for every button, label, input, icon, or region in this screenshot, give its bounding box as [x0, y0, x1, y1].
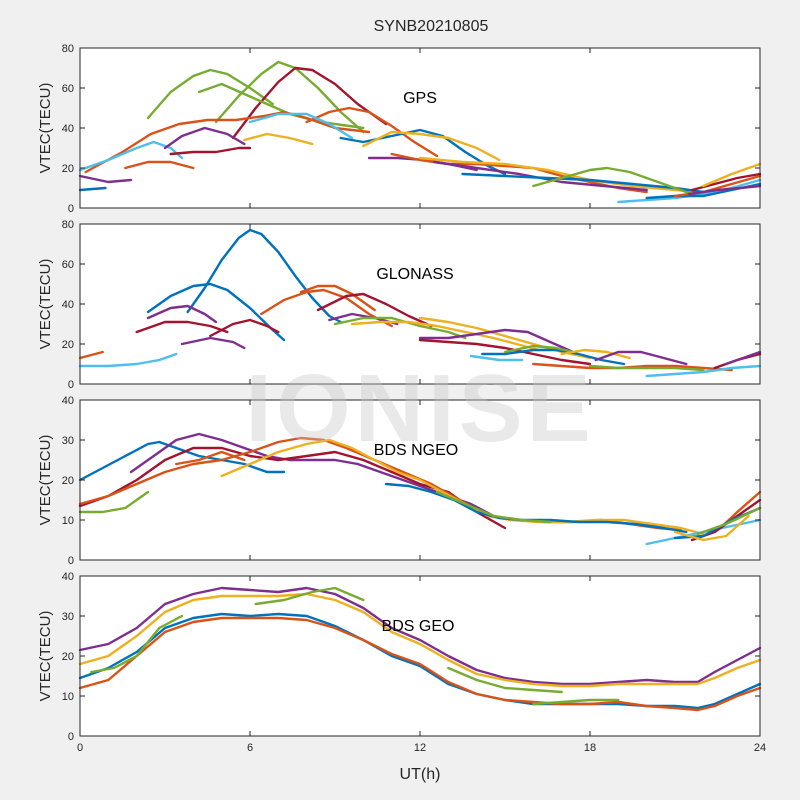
series-line-12 — [163, 126, 246, 150]
panel-4: 0 6 12 18 24 0 10 20 30 40 VTEC(TECU) BDS GEO — [37, 571, 766, 754]
y-tick-label: 40 — [62, 571, 74, 583]
y-tick-label: 40 — [62, 395, 74, 407]
y-axis-label: VTEC(TECU) — [37, 259, 54, 350]
series-line-5 — [90, 614, 184, 674]
series-line-1 — [146, 68, 274, 120]
series-line-13 — [124, 160, 195, 170]
y-tick-label: 30 — [62, 435, 74, 447]
series-line-17 — [243, 132, 314, 146]
series-line-18 — [481, 348, 626, 366]
series-line-2 — [78, 592, 762, 688]
series-line-11 — [78, 140, 184, 172]
y-tick-label: 20 — [62, 651, 74, 663]
y-tick-label: 20 — [62, 475, 74, 487]
y-axis-label: VTEC(TECU) — [37, 435, 54, 526]
series-line-7 — [135, 320, 229, 334]
panel-3: 0 10 20 30 40 VTEC(TECU) BDS NGEO — [37, 395, 762, 567]
y-tick-label: 30 — [62, 611, 74, 623]
plot-area — [80, 576, 760, 736]
series-line-20 — [503, 344, 575, 354]
series-line-28 — [688, 184, 762, 196]
y-axis-label: VTEC(TECU) — [37, 611, 54, 702]
series-line-17 — [418, 338, 592, 366]
series-line-8 — [209, 318, 280, 338]
x-axis-label: UT(h) — [400, 766, 441, 783]
series-line-9 — [180, 336, 246, 350]
series-line-25 — [702, 162, 762, 188]
series-line-3 — [231, 66, 388, 140]
figure-title: SYNB20210805 — [374, 18, 489, 35]
series-line-22 — [560, 348, 631, 360]
series-line-24 — [588, 364, 705, 372]
series-line-14 — [78, 174, 133, 184]
series-line-25 — [645, 364, 762, 378]
y-tick-label: 0 — [68, 379, 74, 391]
series-line-5 — [316, 292, 433, 328]
y-tick-label: 20 — [62, 339, 74, 351]
series-line-14 — [350, 320, 541, 352]
x-tick-label: 12 — [414, 742, 426, 754]
series-line-6 — [78, 490, 150, 514]
y-axis-label: VTEC(TECU) — [37, 83, 54, 174]
panel-2: 0 20 40 60 80 VTEC(TECU) GLONASS — [37, 219, 762, 391]
series-line-7 — [447, 666, 563, 694]
panel-annotation: BDS GEO — [382, 618, 455, 635]
series-line-4 — [78, 616, 762, 712]
series-line-6 — [305, 106, 439, 158]
series-line-4 — [299, 284, 376, 312]
series-line-22 — [532, 166, 694, 196]
series-line-6 — [146, 304, 218, 324]
plot-area — [80, 48, 760, 208]
series-line-8 — [532, 698, 620, 706]
x-tick-label: 6 — [247, 742, 253, 754]
series-line-10 — [248, 112, 354, 140]
panel-1: 0 20 40 60 80 VTEC(TECU) GPS — [37, 43, 762, 215]
panel-annotation: BDS NGEO — [374, 442, 458, 459]
series-line-5 — [84, 110, 371, 174]
y-tick-label: 0 — [68, 731, 74, 743]
series-line-11 — [78, 352, 178, 368]
series-line-4 — [197, 82, 365, 130]
series-line-16 — [418, 328, 575, 354]
y-tick-label: 20 — [62, 163, 74, 175]
series-line-3 — [78, 612, 762, 710]
x-tick-label: 0 — [77, 742, 83, 754]
series-line-6 — [254, 586, 365, 606]
series-line-8 — [362, 130, 501, 162]
panel-annotation: GLONASS — [376, 266, 453, 283]
series-line-1 — [78, 586, 762, 686]
series-line-10 — [78, 350, 104, 360]
series-line-14 — [696, 506, 762, 536]
panel-annotation: GPS — [403, 90, 437, 107]
series-line-1 — [78, 440, 286, 482]
series-line-1 — [186, 228, 342, 324]
y-tick-label: 40 — [62, 123, 74, 135]
y-tick-label: 10 — [62, 691, 74, 703]
y-tick-label: 60 — [62, 259, 74, 271]
series-line-15 — [673, 514, 750, 542]
y-tick-label: 0 — [68, 203, 74, 215]
y-tick-label: 10 — [62, 515, 74, 527]
y-tick-label: 80 — [62, 43, 74, 55]
series-line-16 — [169, 146, 252, 156]
series-line-27 — [724, 350, 762, 366]
series-line-23 — [594, 350, 688, 366]
series-line-15 — [78, 186, 107, 192]
series-line-19 — [469, 354, 524, 362]
y-tick-label: 0 — [68, 555, 74, 567]
x-tick-label: 24 — [754, 742, 766, 754]
series-line-3 — [260, 288, 393, 328]
y-tick-label: 80 — [62, 219, 74, 231]
series-line-7 — [175, 450, 246, 466]
series-line-9 — [435, 490, 552, 524]
y-tick-label: 40 — [62, 299, 74, 311]
watermark: IONISE — [245, 355, 594, 462]
y-tick-label: 60 — [62, 83, 74, 95]
x-tick-label: 18 — [584, 742, 596, 754]
